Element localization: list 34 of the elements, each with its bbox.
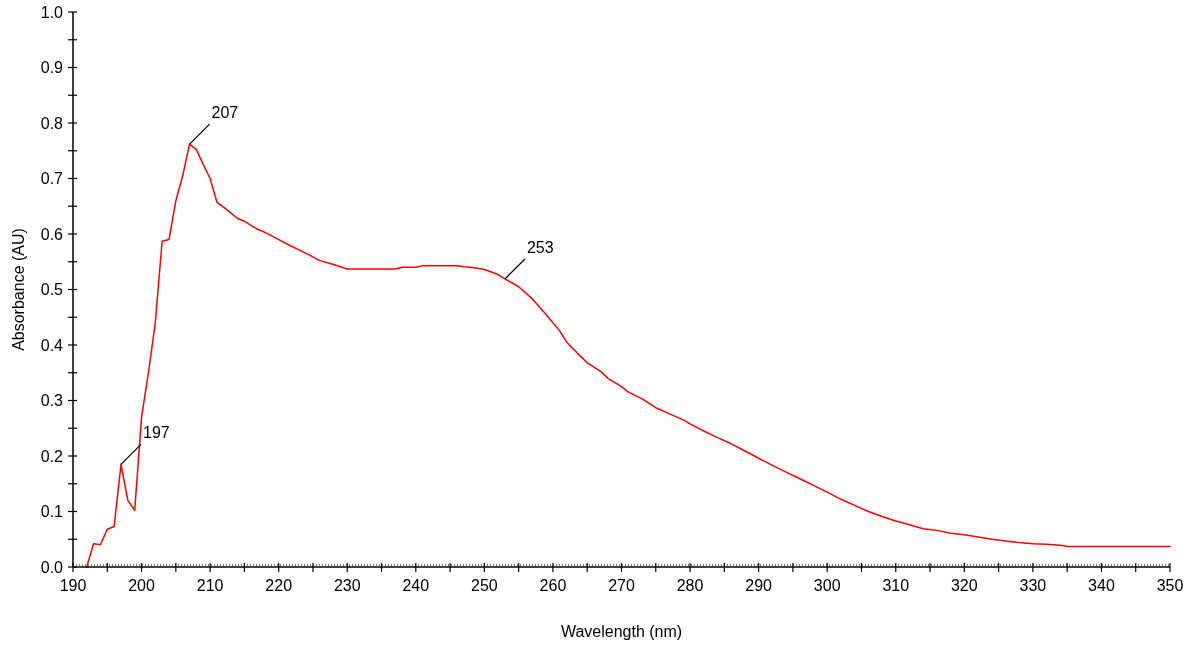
y-tick-label: 0.8 bbox=[40, 114, 64, 132]
x-tick-label: 350 bbox=[1156, 577, 1184, 594]
x-tick-label: 260 bbox=[539, 577, 567, 594]
x-tick-label: 230 bbox=[333, 577, 361, 594]
annotation: 253 bbox=[526, 238, 554, 256]
y-tick-label: 0.3 bbox=[40, 392, 64, 410]
x-tick-label: 220 bbox=[265, 577, 293, 594]
annotation: 207 bbox=[211, 104, 239, 122]
y-axis-title: Absorbance (AU) bbox=[10, 228, 27, 351]
x-tick-label: 340 bbox=[1088, 577, 1115, 594]
y-tick-label: 0.6 bbox=[40, 225, 64, 243]
x-tick-label: 320 bbox=[950, 577, 978, 594]
y-tick-label: 0.1 bbox=[40, 503, 64, 521]
y-tick-label: 0.2 bbox=[40, 447, 64, 465]
x-tick-label: 280 bbox=[676, 577, 704, 594]
x-tick-label: 300 bbox=[813, 577, 841, 594]
y-tick-label: 0.4 bbox=[40, 336, 64, 354]
x-tick-label: 190 bbox=[59, 577, 87, 594]
y-tick-label: 0.5 bbox=[40, 281, 64, 299]
y-tick-label: 0.9 bbox=[40, 59, 64, 77]
x-tick-label: 210 bbox=[196, 577, 224, 594]
x-tick-label: 200 bbox=[128, 577, 156, 594]
y-tick-label: 1.0 bbox=[40, 3, 64, 21]
line-series bbox=[85, 143, 1171, 568]
y-tick-label: 0.7 bbox=[40, 170, 64, 188]
x-tick-label: 290 bbox=[745, 577, 773, 594]
x-tick-label: 310 bbox=[882, 577, 910, 594]
annotation: 197 bbox=[142, 424, 170, 442]
x-axis-title: Wavelength (nm) bbox=[560, 623, 683, 640]
x-tick-label: 250 bbox=[471, 577, 498, 594]
x-tick-label: 270 bbox=[608, 577, 635, 594]
x-tick-label: 240 bbox=[402, 577, 430, 594]
y-tick-label: 0.0 bbox=[40, 558, 64, 576]
x-tick-label: 330 bbox=[1019, 577, 1047, 594]
